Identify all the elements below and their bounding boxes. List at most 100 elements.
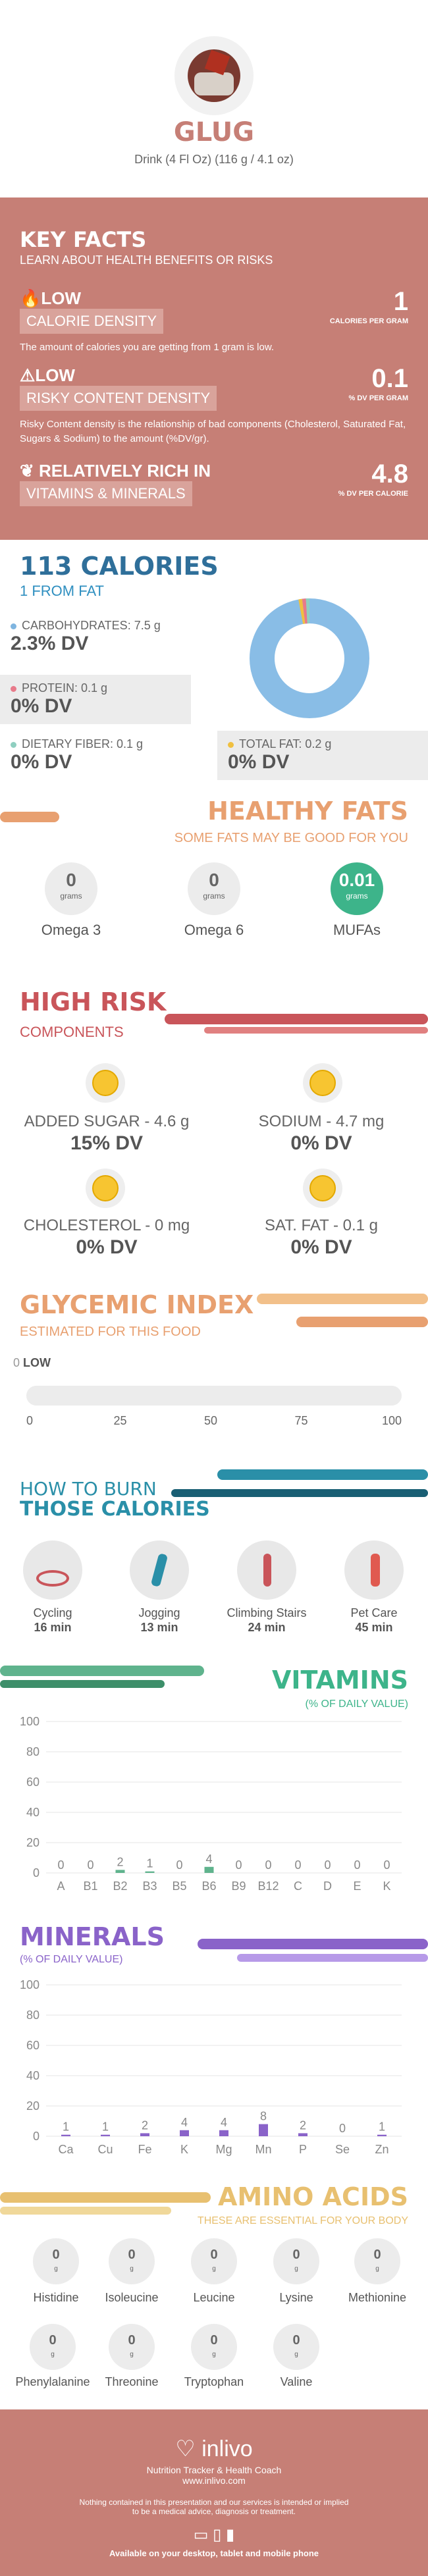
sodium-dv: 0% DV bbox=[290, 1132, 352, 1154]
footer: ♡ inlivo Nutrition Tracker & Health Coac… bbox=[0, 2409, 428, 2576]
key-facts-section: KEY FACTS LEARN ABOUT HEALTH BENEFITS OR… bbox=[0, 197, 428, 540]
x-tick-label: P bbox=[299, 2143, 307, 2156]
y-tick-label: 80 bbox=[26, 2009, 40, 2022]
sat-fat-smile-icon bbox=[303, 1169, 342, 1208]
calories-donut-chart bbox=[250, 598, 369, 718]
glycemic-ticks: 0 25 50 75 100 bbox=[0, 1414, 428, 1430]
x-tick-label: K bbox=[383, 1879, 390, 1893]
bar-value-label: 0 bbox=[57, 1858, 64, 1872]
minerals-deco-stripe-2 bbox=[237, 1954, 428, 1962]
risk-deco-stripe-2 bbox=[204, 1027, 428, 1034]
bar-value-label: 4 bbox=[221, 2116, 227, 2129]
vitamins-title: VITAMINS bbox=[271, 1666, 408, 1695]
glycemic-tick-label: 50 bbox=[203, 1414, 218, 1427]
added-sugar-label: ADDED SUGAR - 4.6 g bbox=[24, 1113, 190, 1130]
bar-value-label: 2 bbox=[142, 2118, 148, 2132]
leaf-icon: ❦ bbox=[20, 461, 34, 481]
disclaimer-line-2: to be a medical advice, diagnosis or tre… bbox=[132, 2507, 296, 2516]
y-tick-label: 60 bbox=[26, 1775, 40, 1789]
glycemic-value: 0 LOW bbox=[13, 1356, 51, 1369]
mufas-value: 0.01 grams bbox=[331, 862, 383, 915]
bar bbox=[61, 2134, 70, 2136]
vitamins-minerals-label: VITAMINS & MINERALS bbox=[20, 481, 192, 506]
x-tick-label: Mn bbox=[255, 2143, 271, 2156]
minerals-deco-stripe bbox=[198, 1939, 428, 1949]
bar bbox=[298, 2133, 308, 2136]
cycling-minutes: 16 min bbox=[34, 1621, 72, 1634]
lysine-label: Lysine bbox=[279, 2291, 313, 2304]
mufas-label: MUFAs bbox=[333, 922, 381, 938]
climbing-stairs-icon bbox=[237, 1540, 296, 1600]
key-facts-subtitle: LEARN ABOUT HEALTH BENEFITS OR RISKS bbox=[20, 253, 273, 267]
sodium-label: SODIUM - 4.7 mg bbox=[258, 1113, 385, 1130]
availability-text: Available on your desktop, tablet and mo… bbox=[109, 2548, 319, 2558]
protein-legend-dot bbox=[11, 685, 16, 692]
glycemic-tick-label: 0 bbox=[26, 1414, 34, 1427]
protein-box: PROTEIN: 0.1 g 0% DV bbox=[0, 675, 191, 724]
sat-fat-label: SAT. FAT - 0.1 g bbox=[264, 1217, 379, 1234]
x-tick-label: B6 bbox=[201, 1879, 216, 1893]
calorie-density-label: CALORIE DENSITY bbox=[20, 309, 164, 334]
jogging-label: Jogging bbox=[138, 1606, 180, 1619]
fiber-box: DIETARY FIBER: 0.1 g 0% DV bbox=[0, 731, 191, 780]
amino-title: AMINO ACIDS bbox=[217, 2182, 408, 2211]
x-tick-label: Cu bbox=[97, 2143, 113, 2156]
glycemic-subtitle: ESTIMATED FOR THIS FOOD bbox=[20, 1325, 201, 1339]
x-tick-label: Mg bbox=[215, 2143, 232, 2156]
omega6-label: Omega 6 bbox=[184, 922, 244, 938]
y-tick-label: 0 bbox=[33, 2130, 40, 2143]
fire-icon: 🔥 bbox=[20, 288, 41, 308]
carbs-box: CARBOHYDRATES: 7.5 g 2.3% DV bbox=[0, 612, 191, 662]
sat-fat-dv: 0% DV bbox=[290, 1236, 352, 1258]
risky-content-label: RISKY CONTENT DENSITY bbox=[20, 386, 217, 411]
brand-url[interactable]: www.inlivo.com bbox=[182, 2475, 246, 2486]
carbs-legend-dot bbox=[11, 623, 16, 629]
bar-value-label: 4 bbox=[205, 1853, 212, 1866]
x-tick-label: Zn bbox=[375, 2143, 388, 2156]
vitamins-subtitle: (% OF DAILY VALUE) bbox=[305, 1698, 408, 1710]
bar bbox=[219, 2130, 228, 2136]
bar bbox=[101, 2134, 110, 2136]
bar-value-label: 1 bbox=[63, 2120, 69, 2134]
bar-value-label: 0 bbox=[383, 1858, 390, 1872]
y-tick-label: 40 bbox=[26, 2069, 40, 2082]
cycling-label: Cycling bbox=[33, 1606, 72, 1619]
jogging-icon bbox=[130, 1540, 189, 1600]
bar-value-label: 0 bbox=[339, 2122, 346, 2135]
bar bbox=[259, 2124, 268, 2136]
bar-value-label: 1 bbox=[102, 2120, 109, 2134]
y-tick-label: 0 bbox=[33, 1866, 40, 1879]
bar-value-label: 0 bbox=[265, 1858, 271, 1872]
burn-title-2: THOSE CALORIES bbox=[20, 1498, 210, 1521]
carbs-donut-segment bbox=[250, 598, 369, 718]
bar bbox=[140, 2133, 149, 2136]
pet-care-minutes: 45 min bbox=[355, 1621, 393, 1634]
bar-value-label: 1 bbox=[379, 2120, 385, 2134]
bar-value-label: 0 bbox=[324, 1858, 331, 1872]
glycemic-deco-stripe-2 bbox=[296, 1317, 428, 1327]
isoleucine-label: Isoleucine bbox=[105, 2291, 159, 2304]
bar-value-label: 0 bbox=[294, 1858, 301, 1872]
glycemic-bar bbox=[26, 1386, 402, 1406]
bar-value-label: 2 bbox=[117, 1855, 123, 1868]
x-tick-label: D bbox=[323, 1879, 332, 1893]
disclaimer-line-1: Nothing contained in this presentation a… bbox=[79, 2498, 349, 2507]
food-title: GLUG bbox=[173, 117, 255, 147]
pet-care-icon bbox=[344, 1540, 404, 1600]
bar-value-label: 0 bbox=[235, 1858, 242, 1872]
y-tick-label: 80 bbox=[26, 1745, 40, 1758]
risk-deco-stripe bbox=[165, 1014, 428, 1024]
added-sugar-dv: 15% DV bbox=[70, 1132, 144, 1154]
bar-value-label: 4 bbox=[181, 2116, 188, 2129]
threonine-label: Threonine bbox=[105, 2375, 159, 2388]
omega3-label: Omega 3 bbox=[41, 922, 101, 938]
y-tick-label: 20 bbox=[26, 2099, 40, 2113]
glycemic-tick-label: 75 bbox=[294, 1414, 308, 1427]
amino-deco-stripe-2 bbox=[0, 2207, 171, 2215]
leucine-label: Leucine bbox=[193, 2291, 235, 2304]
histidine-label: Histidine bbox=[33, 2291, 79, 2304]
